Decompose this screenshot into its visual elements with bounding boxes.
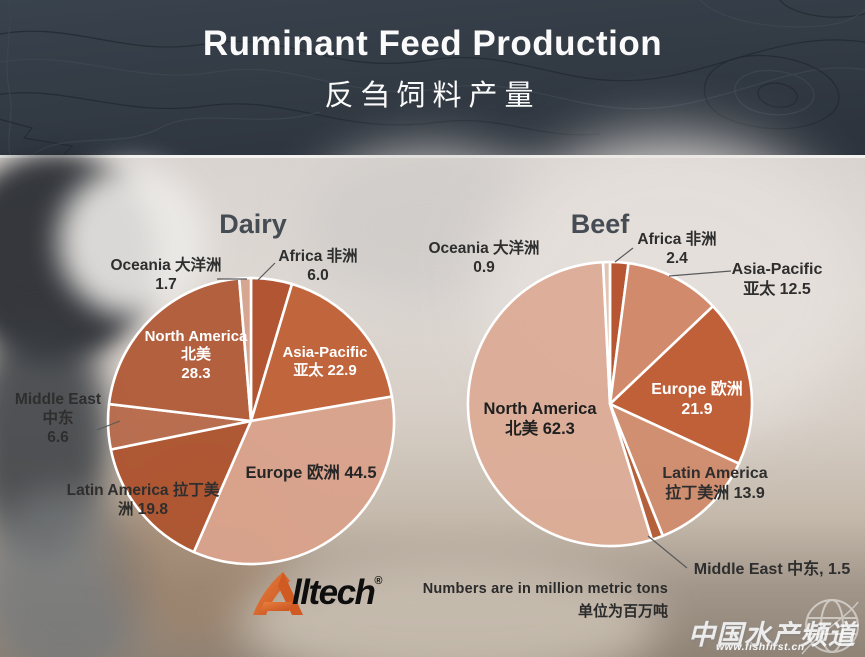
leader-line-beef-middle-east xyxy=(647,535,688,569)
label-line: 21.9 xyxy=(681,400,713,418)
label-line: Europe 欧洲 xyxy=(651,381,743,398)
cow-photo-light-patch xyxy=(58,166,208,316)
label-line: 亚太 12.5 xyxy=(743,280,811,298)
label-line: North America 北美 xyxy=(144,328,248,364)
units-note-en: Numbers are in million metric tons xyxy=(422,581,668,597)
alltech-logo-text: lltech xyxy=(292,573,376,612)
dairy-slice-north-america xyxy=(107,277,253,423)
label-line: Asia-Pacific xyxy=(731,261,823,278)
dairy-label-europe: Europe 欧洲 44.5 xyxy=(245,463,376,483)
label-line: 6.0 xyxy=(307,266,329,284)
alltech-logo-a-icon xyxy=(253,572,303,615)
dairy-label-middle-east: Middle East 中东 6.6 xyxy=(10,391,106,448)
globe-icon xyxy=(800,592,864,657)
label-line: Europe 欧洲 44.5 xyxy=(245,464,377,482)
beef-label-middle-east: Middle East 中东, 1.5 xyxy=(694,560,851,580)
beef-label-oceania: Oceania 大洋洲 0.9 xyxy=(404,240,564,278)
leader-line-dairy-middle-east xyxy=(96,420,121,431)
label-line: 北美 62.3 xyxy=(505,420,575,439)
header-banner: Ruminant Feed Production 反刍饲料产量 xyxy=(0,0,865,155)
alltech-logo: lltech ® xyxy=(252,571,383,615)
watermark-url: www.fishfirst.cn xyxy=(716,641,805,653)
label-line: 1.7 xyxy=(155,275,177,293)
slide-subtitle: 反刍饲料产量 xyxy=(324,80,541,112)
leader-line-beef-asia-pacific xyxy=(668,270,732,277)
ground-blur-patch xyxy=(240,558,660,657)
label-line: Latin America xyxy=(662,465,768,482)
beef-slice-asia-pacific xyxy=(608,261,715,406)
label-line: 亚太 22.9 xyxy=(293,362,357,380)
label-line: 6.6 xyxy=(47,428,69,446)
dairy-chart-title: Dairy xyxy=(219,209,287,239)
beef-label-europe: Europe 欧洲 21.9 xyxy=(637,380,757,419)
leader-line-dairy-africa xyxy=(257,262,276,281)
dairy-slice-asia-pacific xyxy=(249,282,394,423)
slide-title: Ruminant Feed Production xyxy=(202,24,663,63)
label-line: Latin America 拉丁美洲 19.8 xyxy=(66,482,220,518)
label-line: Middle East 中东, 1.5 xyxy=(693,561,851,578)
beef-label-asia-pacific: Asia-Pacific 亚太 12.5 xyxy=(712,260,842,299)
label-line: 2.4 xyxy=(666,249,688,267)
label-line: 拉丁美洲 13.9 xyxy=(665,484,765,502)
beef-slice-europe xyxy=(608,304,754,465)
label-line: Africa 非洲 xyxy=(637,231,717,248)
label-line: Asia-Pacific xyxy=(282,344,368,361)
leader-line-beef-africa xyxy=(614,247,634,263)
dairy-slice-latin-america xyxy=(109,419,253,554)
beef-label-latin-america: Latin America 拉丁美洲 13.9 xyxy=(640,464,790,503)
dairy-label-latin-america: Latin America 拉丁美洲 19.8 xyxy=(59,482,227,520)
label-line: Oceania 大洋洲 xyxy=(110,257,222,274)
beef-label-north-america: North America 北美 62.3 xyxy=(465,399,615,439)
label-line: Middle East 中东 xyxy=(14,391,102,427)
label-line: Oceania 大洋洲 xyxy=(428,240,540,257)
units-note-zh: 单位为百万吨 xyxy=(577,603,668,620)
beef-slice-oceania xyxy=(601,260,612,406)
dairy-pie xyxy=(106,276,396,566)
beef-chart-title: Beef xyxy=(570,209,630,239)
dairy-label-oceania: Oceania 大洋洲 1.7 xyxy=(91,257,241,295)
label-line: North America xyxy=(483,400,597,418)
dairy-label-north-america: North America 北美 28.3 xyxy=(143,328,249,383)
label-line: 0.9 xyxy=(473,258,495,276)
dairy-label-asia-pacific: Asia-Pacific 亚太 22.9 xyxy=(266,344,384,381)
units-note: Numbers are in million metric tons 单位为百万… xyxy=(423,581,668,621)
label-line: Africa 非洲 xyxy=(278,248,358,265)
label-line: 28.3 xyxy=(181,364,211,382)
beef-pie xyxy=(466,260,754,548)
beef-slice-latin-america xyxy=(608,402,741,538)
dairy-label-africa: Africa 非洲 6.0 xyxy=(258,248,378,286)
topographic-lines-decoration xyxy=(0,0,865,155)
beef-label-africa: Africa 非洲 2.4 xyxy=(617,231,737,269)
registered-trademark-icon: ® xyxy=(374,575,383,587)
